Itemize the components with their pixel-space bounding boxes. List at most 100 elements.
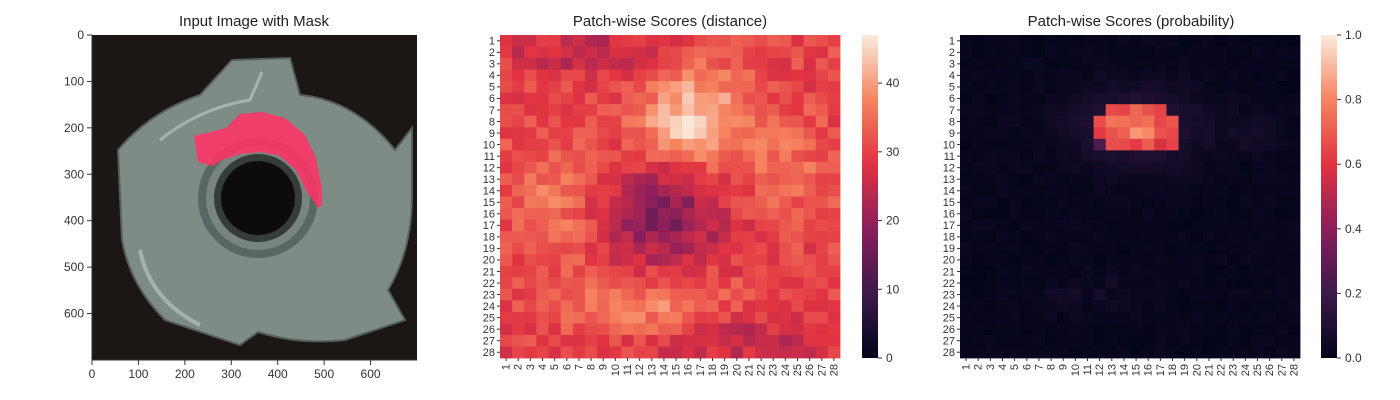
heatmap-y-tick-label: 27 xyxy=(943,335,955,347)
heatmap-cell xyxy=(960,138,973,151)
heatmap-cell xyxy=(1178,58,1192,71)
heatmap-cell xyxy=(960,184,973,197)
heatmap-cell xyxy=(1166,150,1179,163)
heatmap-cell xyxy=(1032,173,1046,186)
heatmap-cell xyxy=(500,104,513,117)
heatmap-cell xyxy=(512,58,525,71)
heatmap-cell xyxy=(682,92,695,105)
heatmap-cell xyxy=(755,35,768,47)
heatmap-cell xyxy=(730,35,744,47)
heatmap-cell xyxy=(1251,161,1264,174)
heatmap-cell xyxy=(1275,69,1289,82)
heatmap-cell xyxy=(1142,334,1155,347)
heatmap-cell xyxy=(706,300,719,313)
heatmap-cell xyxy=(645,323,659,336)
heatmap-cell xyxy=(960,161,973,174)
heatmap-cell xyxy=(972,127,985,140)
heatmap-cell xyxy=(1154,323,1167,336)
heatmap-cell xyxy=(694,58,707,71)
heatmap-cell xyxy=(1178,161,1192,174)
heatmap-cell xyxy=(960,46,973,59)
heatmap-cell xyxy=(1093,81,1107,94)
heatmap-cell xyxy=(1008,69,1022,82)
heatmap-cell xyxy=(960,311,973,324)
heatmap-cell xyxy=(1215,184,1228,197)
heatmap-cell xyxy=(1154,208,1167,220)
heatmap-cell xyxy=(597,35,610,47)
heatmap-cell xyxy=(1008,127,1022,140)
heatmap-cell xyxy=(609,46,622,59)
heatmap-x-tick-label: 9 xyxy=(1058,364,1070,370)
heatmap-cell xyxy=(1069,288,1082,301)
heatmap-cell xyxy=(1142,311,1155,324)
heatmap-cell xyxy=(718,150,732,163)
heatmap-cell xyxy=(1117,81,1131,94)
panel3-title: Patch-wise Scores (probability) xyxy=(1028,13,1235,30)
heatmap-cell xyxy=(548,311,562,324)
heatmap-y-tick-label: 28 xyxy=(943,347,955,359)
heatmap-cell xyxy=(609,219,622,232)
heatmap-y-tick-label: 22 xyxy=(483,278,495,290)
colorbar-tick-label: 1.0 xyxy=(1345,28,1362,42)
heatmap-cell xyxy=(512,150,525,163)
heatmap-cell xyxy=(1239,300,1252,313)
heatmap-cell xyxy=(1202,196,1216,209)
heatmap-cell xyxy=(670,150,683,163)
heatmap-y-tick-label: 3 xyxy=(489,59,495,71)
heatmap-cell xyxy=(1239,58,1252,71)
heatmap-cell xyxy=(1275,277,1289,290)
heatmap-cell xyxy=(1057,138,1070,151)
heatmap-cell xyxy=(755,346,768,359)
heatmap-cell xyxy=(1154,231,1167,244)
heatmap-cell xyxy=(1178,242,1192,255)
heatmap-cell xyxy=(1032,161,1046,174)
heatmap-cell xyxy=(1020,311,1034,324)
heatmap-cell xyxy=(682,58,695,71)
heatmap-cell xyxy=(791,58,804,71)
heatmap-cell xyxy=(730,334,744,347)
heatmap-cell xyxy=(560,242,574,255)
heatmap-cell xyxy=(682,208,695,220)
heatmap-cell xyxy=(755,127,768,140)
heatmap-cell xyxy=(609,150,622,163)
heatmap-cell xyxy=(694,311,707,324)
heatmap-cell xyxy=(597,58,610,71)
heatmap-cell xyxy=(767,254,780,267)
heatmap-cell xyxy=(996,46,1009,59)
heatmap-cell xyxy=(1032,311,1046,324)
heatmap-cell xyxy=(1251,231,1264,244)
heatmap-cell xyxy=(560,92,574,105)
heatmap-cell xyxy=(1032,69,1046,82)
heatmap-cell xyxy=(1130,35,1143,47)
heatmap-cell xyxy=(609,196,622,209)
image-x-tick-label: 100 xyxy=(128,367,148,381)
heatmap-cell xyxy=(560,265,574,278)
heatmap-cell xyxy=(972,150,985,163)
heatmap-cell xyxy=(1081,300,1094,313)
heatmap-x-tick-label: 15 xyxy=(1131,364,1143,376)
heatmap-x-tick-label: 24 xyxy=(780,364,792,376)
heatmap-cell xyxy=(548,150,562,163)
heatmap-cell xyxy=(1045,323,1058,336)
probability-heatmap-y-ticks: 1234567891011121314151617181920212223242… xyxy=(943,36,960,359)
heatmap-cell xyxy=(1069,115,1082,128)
heatmap-cell xyxy=(682,277,695,290)
heatmap-cell xyxy=(572,231,586,244)
heatmap-cell xyxy=(1227,311,1240,324)
heatmap-cell xyxy=(536,231,549,244)
heatmap-cell xyxy=(548,219,562,232)
heatmap-cell xyxy=(621,92,634,105)
heatmap-cell xyxy=(609,127,622,140)
heatmap-cell xyxy=(609,58,622,71)
heatmap-cell xyxy=(1008,254,1022,267)
heatmap-cell xyxy=(827,219,841,232)
heatmap-cell xyxy=(560,346,574,359)
heatmap-cell xyxy=(984,115,997,128)
heatmap-cell xyxy=(1130,208,1143,220)
heatmap-cell xyxy=(960,277,973,290)
heatmap-cell xyxy=(1008,311,1022,324)
distance-heatmap-cells xyxy=(500,35,841,359)
heatmap-cell xyxy=(779,196,792,209)
heatmap-cell xyxy=(791,196,804,209)
heatmap-cell xyxy=(1178,196,1192,209)
